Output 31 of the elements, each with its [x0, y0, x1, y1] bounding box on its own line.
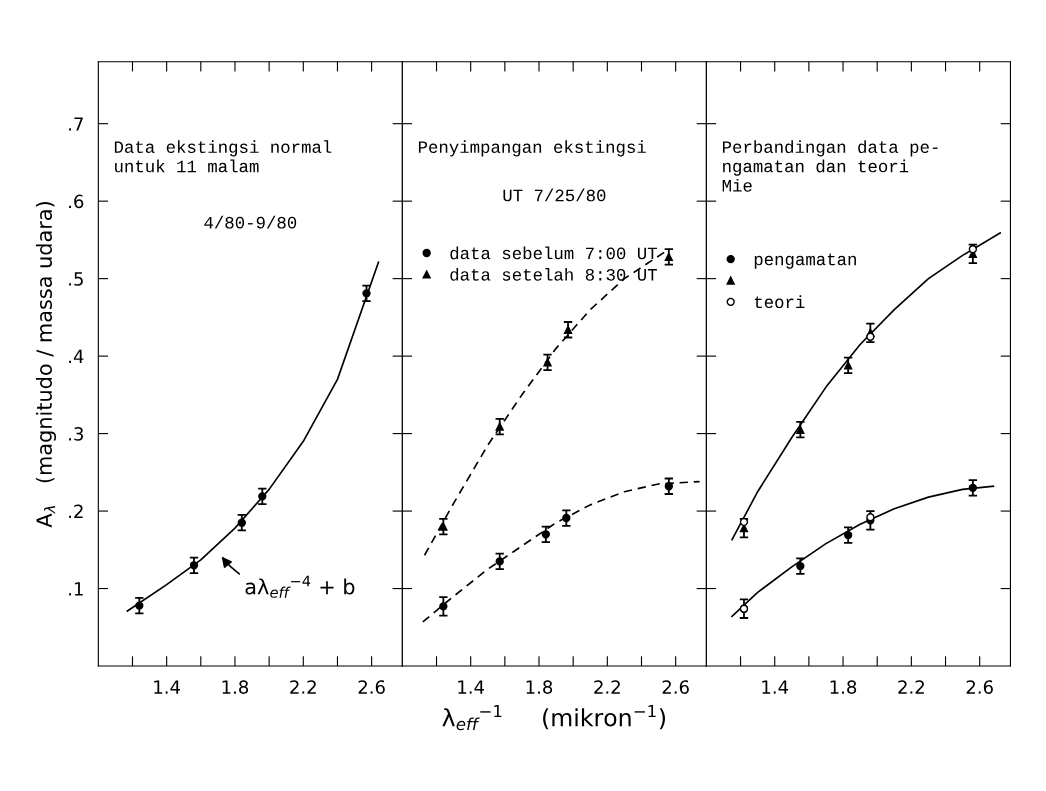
y-tick-label: .2 [69, 504, 83, 518]
x-tick-label: 1.4 [154, 680, 180, 694]
x-tick-label: 1.8 [526, 680, 553, 694]
legend-label: data sebelum 7:00 UT [450, 246, 657, 260]
legend-label: teori [754, 295, 805, 309]
x-tick-label: 2.2 [594, 680, 620, 694]
y-tick-label: .1 [69, 582, 83, 596]
y-tick-label: .6 [69, 194, 84, 209]
x-tick-label: 1.4 [762, 680, 789, 694]
x-tick-label: 2.2 [290, 680, 316, 694]
y-tick-label: .4 [69, 349, 84, 363]
x-tick-label: 2.6 [966, 680, 993, 694]
text: λ$_{eff}$$^{−1}$ (mikron$^{−1}$) [442, 705, 666, 731]
annotation: Data ekstingsi normal untuk 11 malam [114, 140, 332, 173]
y-tick-label: .3 [69, 427, 83, 441]
x-tick-label: 1.8 [222, 680, 249, 694]
x-tick-label: 2.6 [358, 680, 385, 694]
legend-label: data setelah 8:30 UT [450, 267, 657, 281]
legend-label: pengamatan [754, 253, 856, 269]
y-tick-label: .5 [69, 272, 83, 286]
y-tick-label: .7 [69, 117, 83, 131]
x-tick-label: 2.6 [662, 680, 689, 694]
annotation: Perbandingan data pe- ngamatan dan teori Mie [722, 140, 938, 192]
annotation: UT 7/25/80 [503, 188, 606, 202]
x-tick-label: 1.8 [830, 680, 857, 694]
annotation: Penyimpangan ekstingsi [418, 140, 646, 157]
annotation: 4/80-9/80 [204, 215, 297, 229]
annotation: aλ$_{eff}$$^{−4}$ + b [245, 575, 355, 598]
x-tick-label: 2.2 [898, 680, 924, 694]
x-tick-label: 1.4 [458, 680, 485, 694]
text: A$_{λ}$ (magnitudo / massa udara) [35, 202, 57, 528]
